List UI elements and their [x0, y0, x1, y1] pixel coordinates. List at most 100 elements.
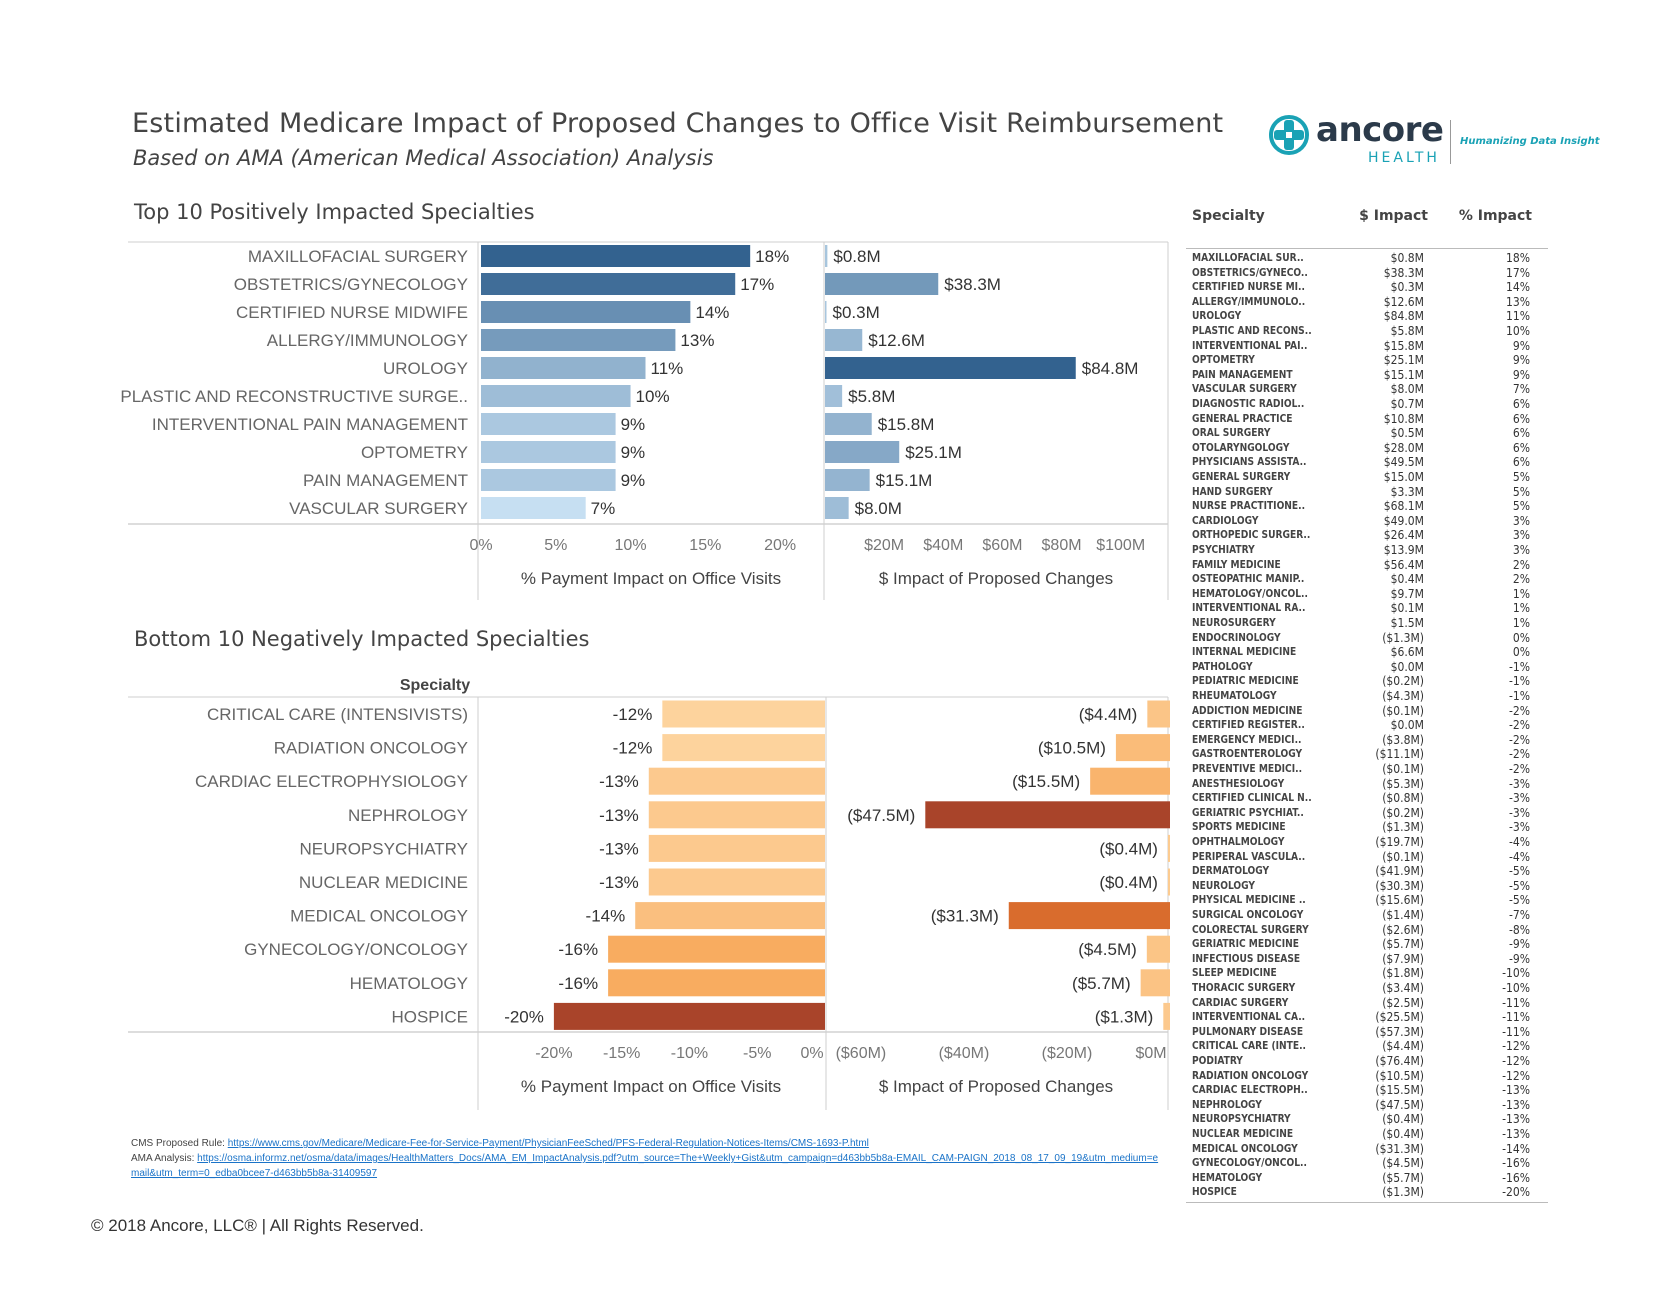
table-row[interactable]: UROLOGY $84.8M 11% [1186, 309, 1548, 324]
table-header-specialty[interactable]: Specialty [1192, 208, 1265, 224]
table-row[interactable]: HAND SURGERY $3.3M 5% [1186, 485, 1548, 500]
top-pct-data-label: 9% [621, 415, 646, 434]
table-row[interactable]: ANESTHESIOLOGY ($5.3M) -3% [1186, 777, 1548, 792]
table-header-pct-impact[interactable]: % Impact [1458, 208, 1532, 224]
table-row[interactable]: INTERVENTIONAL PAI.. $15.8M 9% [1186, 339, 1548, 354]
table-row[interactable]: GENERAL SURGERY $15.0M 5% [1186, 470, 1548, 485]
table-row[interactable]: RADIATION ONCOLOGY ($10.5M) -12% [1186, 1069, 1548, 1084]
bottom-pct-tick: -15% [603, 1045, 640, 1062]
table-row[interactable]: HEMATOLOGY ($5.7M) -16% [1186, 1171, 1548, 1186]
table-row[interactable]: INFECTIOUS DISEASE ($7.9M) -9% [1186, 952, 1548, 967]
table-row[interactable]: GERIATRIC MEDICINE ($5.7M) -9% [1186, 937, 1548, 952]
table-cell-dollar-impact: ($0.1M) [1382, 762, 1424, 776]
table-row[interactable]: PODIATRY ($76.4M) -12% [1186, 1054, 1548, 1069]
table-row[interactable]: GYNECOLOGY/ONCOL.. ($4.5M) -16% [1186, 1156, 1548, 1171]
table-cell-pct-impact: -12% [1502, 1068, 1530, 1083]
bottom-pct-data-label: -16% [558, 974, 598, 993]
top-chart-title: Top 10 Positively Impacted Specialties [134, 200, 535, 224]
table-cell-pct-impact: 10% [1506, 324, 1530, 338]
top-pct-bar [481, 357, 646, 379]
table-row[interactable]: HOSPICE ($1.3M) -20% [1186, 1185, 1548, 1200]
table-cell-specialty: ORAL SURGERY [1192, 426, 1271, 440]
table-row[interactable]: ALLERGY/IMMUNOLO.. $12.6M 13% [1186, 295, 1548, 310]
table-row[interactable]: ENDOCRINOLOGY ($1.3M) 0% [1186, 631, 1548, 646]
table-row[interactable]: INTERVENTIONAL CA.. ($25.5M) -11% [1186, 1010, 1548, 1025]
table-row[interactable]: OPTOMETRY $25.1M 9% [1186, 353, 1548, 368]
table-row[interactable]: HEMATOLOGY/ONCOL.. $9.7M 1% [1186, 587, 1548, 602]
table-cell-pct-impact: -12% [1502, 1039, 1530, 1054]
table-row[interactable]: FAMILY MEDICINE $56.4M 2% [1186, 558, 1548, 573]
table-cell-pct-impact: -11% [1502, 1010, 1530, 1025]
table-row[interactable]: SURGICAL ONCOLOGY ($1.4M) -7% [1186, 908, 1548, 923]
bottom-pct-data-label: -12% [613, 705, 653, 724]
table-row[interactable]: DIAGNOSTIC RADIOL.. $0.7M 6% [1186, 397, 1548, 412]
bottom-pct-tick: 0% [800, 1045, 823, 1062]
table-cell-specialty: SPORTS MEDICINE [1192, 820, 1286, 834]
table-row[interactable]: PHYSICAL MEDICINE .. ($15.6M) -5% [1186, 893, 1548, 908]
table-row[interactable]: CARDIAC ELECTROPH.. ($15.5M) -13% [1186, 1083, 1548, 1098]
table-row[interactable]: PAIN MANAGEMENT $15.1M 9% [1186, 368, 1548, 383]
table-row[interactable]: OSTEOPATHIC MANIP.. $0.4M 2% [1186, 572, 1548, 587]
table-row[interactable]: NEPHROLOGY ($47.5M) -13% [1186, 1098, 1548, 1113]
table-row[interactable]: ORTHOPEDIC SURGER.. $26.4M 3% [1186, 528, 1548, 543]
table-row[interactable]: PLASTIC AND RECONS.. $5.8M 10% [1186, 324, 1548, 339]
cms-source-link[interactable]: https://www.cms.gov/Medicare/Medicare-Fe… [227, 1138, 869, 1149]
table-cell-specialty: INTERVENTIONAL RA.. [1192, 601, 1306, 615]
table-row[interactable]: CERTIFIED NURSE MI.. $0.3M 14% [1186, 280, 1548, 295]
table-row[interactable]: PREVENTIVE MEDICI.. ($0.1M) -2% [1186, 762, 1548, 777]
table-cell-pct-impact: -3% [1508, 805, 1530, 820]
table-row[interactable]: PATHOLOGY $0.0M -1% [1186, 660, 1548, 675]
bottom-usd-bar [1140, 969, 1170, 997]
table-cell-dollar-impact: $49.5M [1383, 455, 1424, 470]
table-row[interactable]: VASCULAR SURGERY $8.0M 7% [1186, 382, 1548, 397]
bottom-pct-bar [648, 767, 825, 795]
table-row[interactable]: CRITICAL CARE (INTE.. ($4.4M) -12% [1186, 1039, 1548, 1054]
table-header-dollar-impact[interactable]: $ Impact [1359, 208, 1428, 224]
table-row[interactable]: OBSTETRICS/GYNECO.. $38.3M 17% [1186, 266, 1548, 281]
table-row[interactable]: PULMONARY DISEASE ($57.3M) -11% [1186, 1025, 1548, 1040]
table-row[interactable]: MAXILLOFACIAL SUR.. $0.8M 18% [1186, 251, 1548, 266]
table-row[interactable]: GASTROENTEROLOGY ($11.1M) -2% [1186, 747, 1548, 762]
table-row[interactable]: NUCLEAR MEDICINE ($0.4M) -13% [1186, 1127, 1548, 1142]
top-pct-data-label: 9% [621, 471, 646, 490]
table-row[interactable]: INTERNAL MEDICINE $6.6M 0% [1186, 645, 1548, 660]
table-row[interactable]: CERTIFIED REGISTER.. $0.0M -2% [1186, 718, 1548, 733]
top-pct-data-label: 11% [651, 359, 684, 378]
table-row[interactable]: OPHTHALMOLOGY ($19.7M) -4% [1186, 835, 1548, 850]
table-row[interactable]: CARDIAC SURGERY ($2.5M) -11% [1186, 996, 1548, 1011]
table-row[interactable]: CERTIFIED CLINICAL N.. ($0.8M) -3% [1186, 791, 1548, 806]
table-row[interactable]: PERIPERAL VASCULA.. ($0.1M) -4% [1186, 850, 1548, 865]
table-row[interactable]: PEDIATRIC MEDICINE ($0.2M) -1% [1186, 674, 1548, 689]
table-row[interactable]: SLEEP MEDICINE ($1.8M) -10% [1186, 966, 1548, 981]
bottom-usd-bar [1115, 734, 1170, 762]
table-cell-dollar-impact: $13.9M [1383, 543, 1424, 557]
top-pct-bar [481, 273, 736, 295]
table-row[interactable]: PHYSICIANS ASSISTA.. $49.5M 6% [1186, 455, 1548, 470]
table-row[interactable]: GENERAL PRACTICE $10.8M 6% [1186, 412, 1548, 427]
table-row[interactable]: RHEUMATOLOGY ($4.3M) -1% [1186, 689, 1548, 704]
ama-source-link[interactable]: https://osma.informz.net/osma/data/image… [131, 1153, 1159, 1179]
table-row[interactable]: DERMATOLOGY ($41.9M) -5% [1186, 864, 1548, 879]
table-row[interactable]: PSYCHIATRY $13.9M 3% [1186, 543, 1548, 558]
top-pct-bar [481, 441, 616, 463]
table-row[interactable]: INTERVENTIONAL RA.. $0.1M 1% [1186, 601, 1548, 616]
bottom-category-label: HEMATOLOGY [350, 974, 468, 993]
table-row[interactable]: COLORECTAL SURGERY ($2.6M) -8% [1186, 923, 1548, 938]
table-cell-specialty: THORACIC SURGERY [1192, 981, 1296, 994]
bottom-usd-data-label: ($1.3M) [1095, 1007, 1154, 1026]
table-row[interactable]: NEUROPSYCHIATRY ($0.4M) -13% [1186, 1112, 1548, 1127]
table-row[interactable]: THORACIC SURGERY ($3.4M) -10% [1186, 981, 1548, 996]
table-cell-specialty: NEPHROLOGY [1192, 1097, 1262, 1111]
table-row[interactable]: ADDICTION MEDICINE ($0.1M) -2% [1186, 704, 1548, 719]
table-row[interactable]: OTOLARYNGOLOGY $28.0M 6% [1186, 441, 1548, 456]
table-row[interactable]: CARDIOLOGY $49.0M 3% [1186, 514, 1548, 529]
table-row[interactable]: SPORTS MEDICINE ($1.3M) -3% [1186, 820, 1548, 835]
table-row[interactable]: NEUROSURGERY $1.5M 1% [1186, 616, 1548, 631]
table-row[interactable]: GERIATRIC PSYCHIAT.. ($0.2M) -3% [1186, 806, 1548, 821]
table-cell-pct-impact: -13% [1502, 1083, 1530, 1098]
table-row[interactable]: EMERGENCY MEDICI.. ($3.8M) -2% [1186, 733, 1548, 748]
table-row[interactable]: NEUROLOGY ($30.3M) -5% [1186, 879, 1548, 894]
table-row[interactable]: NURSE PRACTITIONE.. $68.1M 5% [1186, 499, 1548, 514]
table-row[interactable]: MEDICAL ONCOLOGY ($31.3M) -14% [1186, 1142, 1548, 1157]
table-row[interactable]: ORAL SURGERY $0.5M 6% [1186, 426, 1548, 441]
